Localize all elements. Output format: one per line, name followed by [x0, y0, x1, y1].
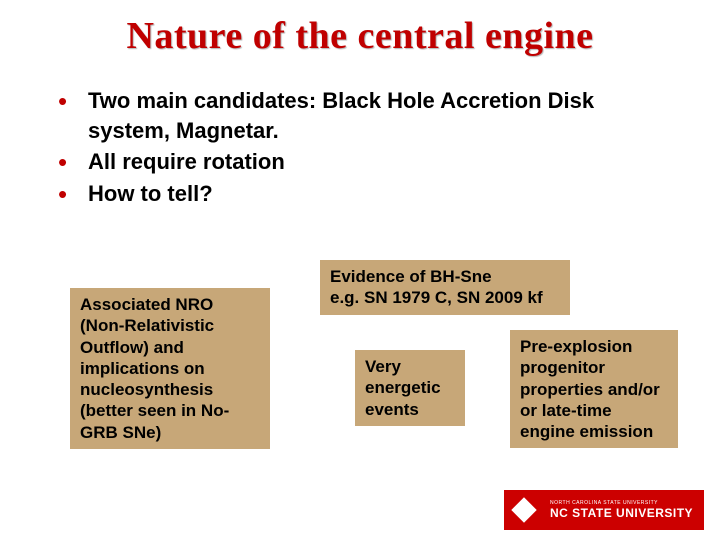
bullet-text: All require rotation	[88, 147, 285, 177]
logo-mark-icon	[504, 490, 544, 530]
logo-text-bar: NORTH CAROLINA STATE UNIVERSITY NC STATE…	[544, 490, 704, 530]
callout-box-preexplosion: Pre-explosion progenitor properties and/…	[510, 330, 678, 448]
callout-box-energetic: Very energetic events	[355, 350, 465, 426]
bullet-list: • Two main candidates: Black Hole Accret…	[0, 68, 720, 209]
callout-box-nro: Associated NRO (Non-Relativistic Outflow…	[70, 288, 270, 449]
page-title: Nature of the central engine	[0, 0, 720, 68]
bullet-item: • All require rotation	[58, 147, 680, 177]
bullet-dot-icon: •	[58, 181, 88, 207]
logo-maintext: NC STATE UNIVERSITY	[550, 506, 704, 520]
bullet-text: How to tell?	[88, 179, 213, 209]
ncstate-logo: NORTH CAROLINA STATE UNIVERSITY NC STATE…	[504, 490, 704, 530]
bullet-dot-icon: •	[58, 149, 88, 175]
logo-diamond-icon	[511, 497, 536, 522]
bullet-item: • How to tell?	[58, 179, 680, 209]
bullet-text: Two main candidates: Black Hole Accretio…	[88, 86, 680, 145]
bullet-dot-icon: •	[58, 88, 88, 114]
callout-box-evidence: Evidence of BH-Sne e.g. SN 1979 C, SN 20…	[320, 260, 570, 315]
bullet-item: • Two main candidates: Black Hole Accret…	[58, 86, 680, 145]
